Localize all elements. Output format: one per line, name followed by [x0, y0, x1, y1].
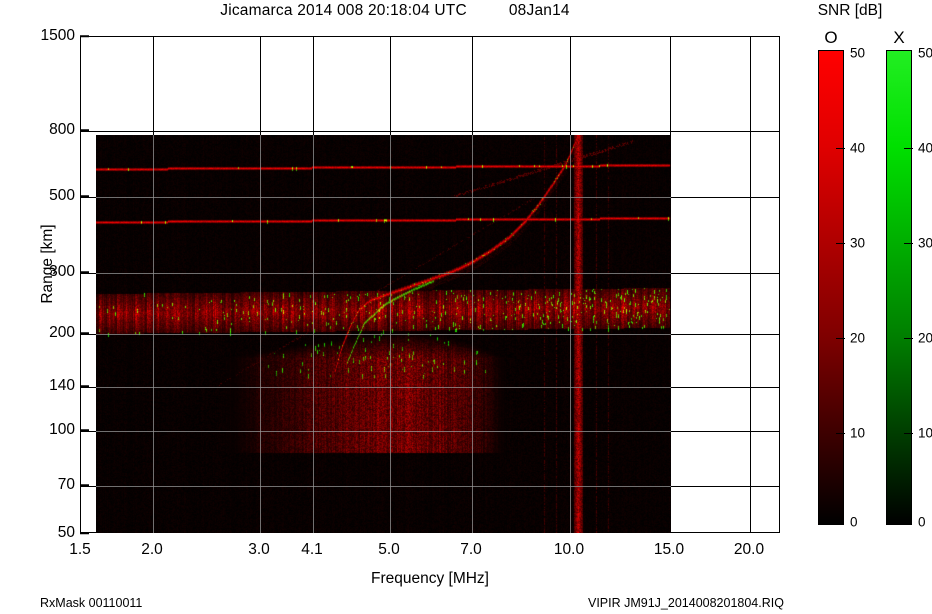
colorbar-o-label-50: 50 [850, 45, 866, 61]
xtick-label-4.1: 4.1 [301, 541, 323, 558]
xgrid-20.0 [750, 37, 751, 532]
colorbar-x-label-40: 40 [918, 140, 932, 156]
colorbar-o-tick-10 [836, 433, 845, 434]
xtick-label-10.0: 10.0 [553, 541, 585, 558]
plot-title: Jicamarca 2014 008 20:18:04 UTC 08Jan14 [0, 2, 790, 20]
ytick-label-800: 800 [49, 121, 75, 138]
xtick-label-2.0: 2.0 [141, 541, 163, 558]
title-date-short: 08Jan14 [508, 2, 570, 19]
footer-filename: VIPIR JM91J_2014008201804.RIQ [588, 596, 784, 610]
ionogram-plot-area[interactable] [80, 36, 780, 533]
x-axis-label: Frequency [MHz] [370, 570, 489, 587]
colorbar-x-head: X [893, 28, 905, 47]
colorbar-o-label-30: 30 [850, 235, 866, 251]
ytick-label-50: 50 [57, 524, 75, 541]
ytick-mark-800 [80, 129, 89, 131]
colorbar-x-label-50: 50 [918, 45, 932, 61]
ytick-label-200: 200 [49, 324, 75, 341]
xtick-label-15.0: 15.0 [653, 541, 685, 558]
ytick-mark-500 [80, 195, 89, 197]
ytick-mark-300 [80, 271, 89, 273]
colorbar-x-tick-40 [904, 148, 913, 149]
ytick-label-500: 500 [49, 187, 75, 204]
colorbar-o-tick-40 [836, 148, 845, 149]
colorbar-x-label-30: 30 [918, 235, 932, 251]
xtick-label-7.0: 7.0 [460, 541, 482, 558]
title-station-datetime: Jicamarca 2014 008 20:18:04 UTC [220, 2, 467, 19]
colorbar-o-label-0: 0 [850, 514, 858, 530]
ytick-label-1500: 1500 [40, 27, 75, 44]
ytick-label-140: 140 [49, 377, 75, 394]
ytick-mark-1500 [80, 35, 89, 37]
colorbar-x-tick-20 [904, 338, 913, 339]
colorbar-x-label-10: 10 [918, 425, 932, 441]
xtick-label-5.0: 5.0 [378, 541, 400, 558]
colorbar-o-ordinary[interactable] [818, 50, 844, 525]
ytick-mark-200 [80, 332, 89, 334]
ytick-mark-70 [80, 484, 89, 486]
ytick-label-100: 100 [49, 421, 75, 438]
colorbar-o-tick-20 [836, 338, 845, 339]
ionogram-raster [96, 135, 671, 533]
xtick-label-3.0: 3.0 [248, 541, 270, 558]
colorbar-o-label-20: 20 [850, 330, 866, 346]
colorbar-x-label-0: 0 [918, 514, 926, 530]
ytick-label-300: 300 [49, 263, 75, 280]
xtick-label-20.0: 20.0 [733, 541, 765, 558]
xtick-label-1.5: 1.5 [69, 541, 91, 558]
y-axis-label: Range [km] [39, 224, 56, 304]
ytick-mark-50 [80, 532, 89, 534]
colorbar-x-extraordinary[interactable] [886, 50, 912, 525]
colorbar-x-tick-10 [904, 433, 913, 434]
colorbar-o-label-10: 10 [850, 425, 866, 441]
ytick-mark-140 [80, 385, 89, 387]
colorbar-x-tick-30 [904, 243, 913, 244]
ytick-mark-100 [80, 429, 89, 431]
footer-rxmask: RxMask 00110011 [40, 596, 143, 610]
colorbar-x-label-20: 20 [918, 330, 932, 346]
ygrid-800 [81, 131, 779, 132]
colorbar-o-label-40: 40 [850, 140, 866, 156]
colorbar-o-tick-30 [836, 243, 845, 244]
colorbar-o-head: O [824, 28, 838, 47]
ytick-label-70: 70 [57, 476, 75, 493]
colorbar-title: SNR [dB] [817, 2, 883, 19]
